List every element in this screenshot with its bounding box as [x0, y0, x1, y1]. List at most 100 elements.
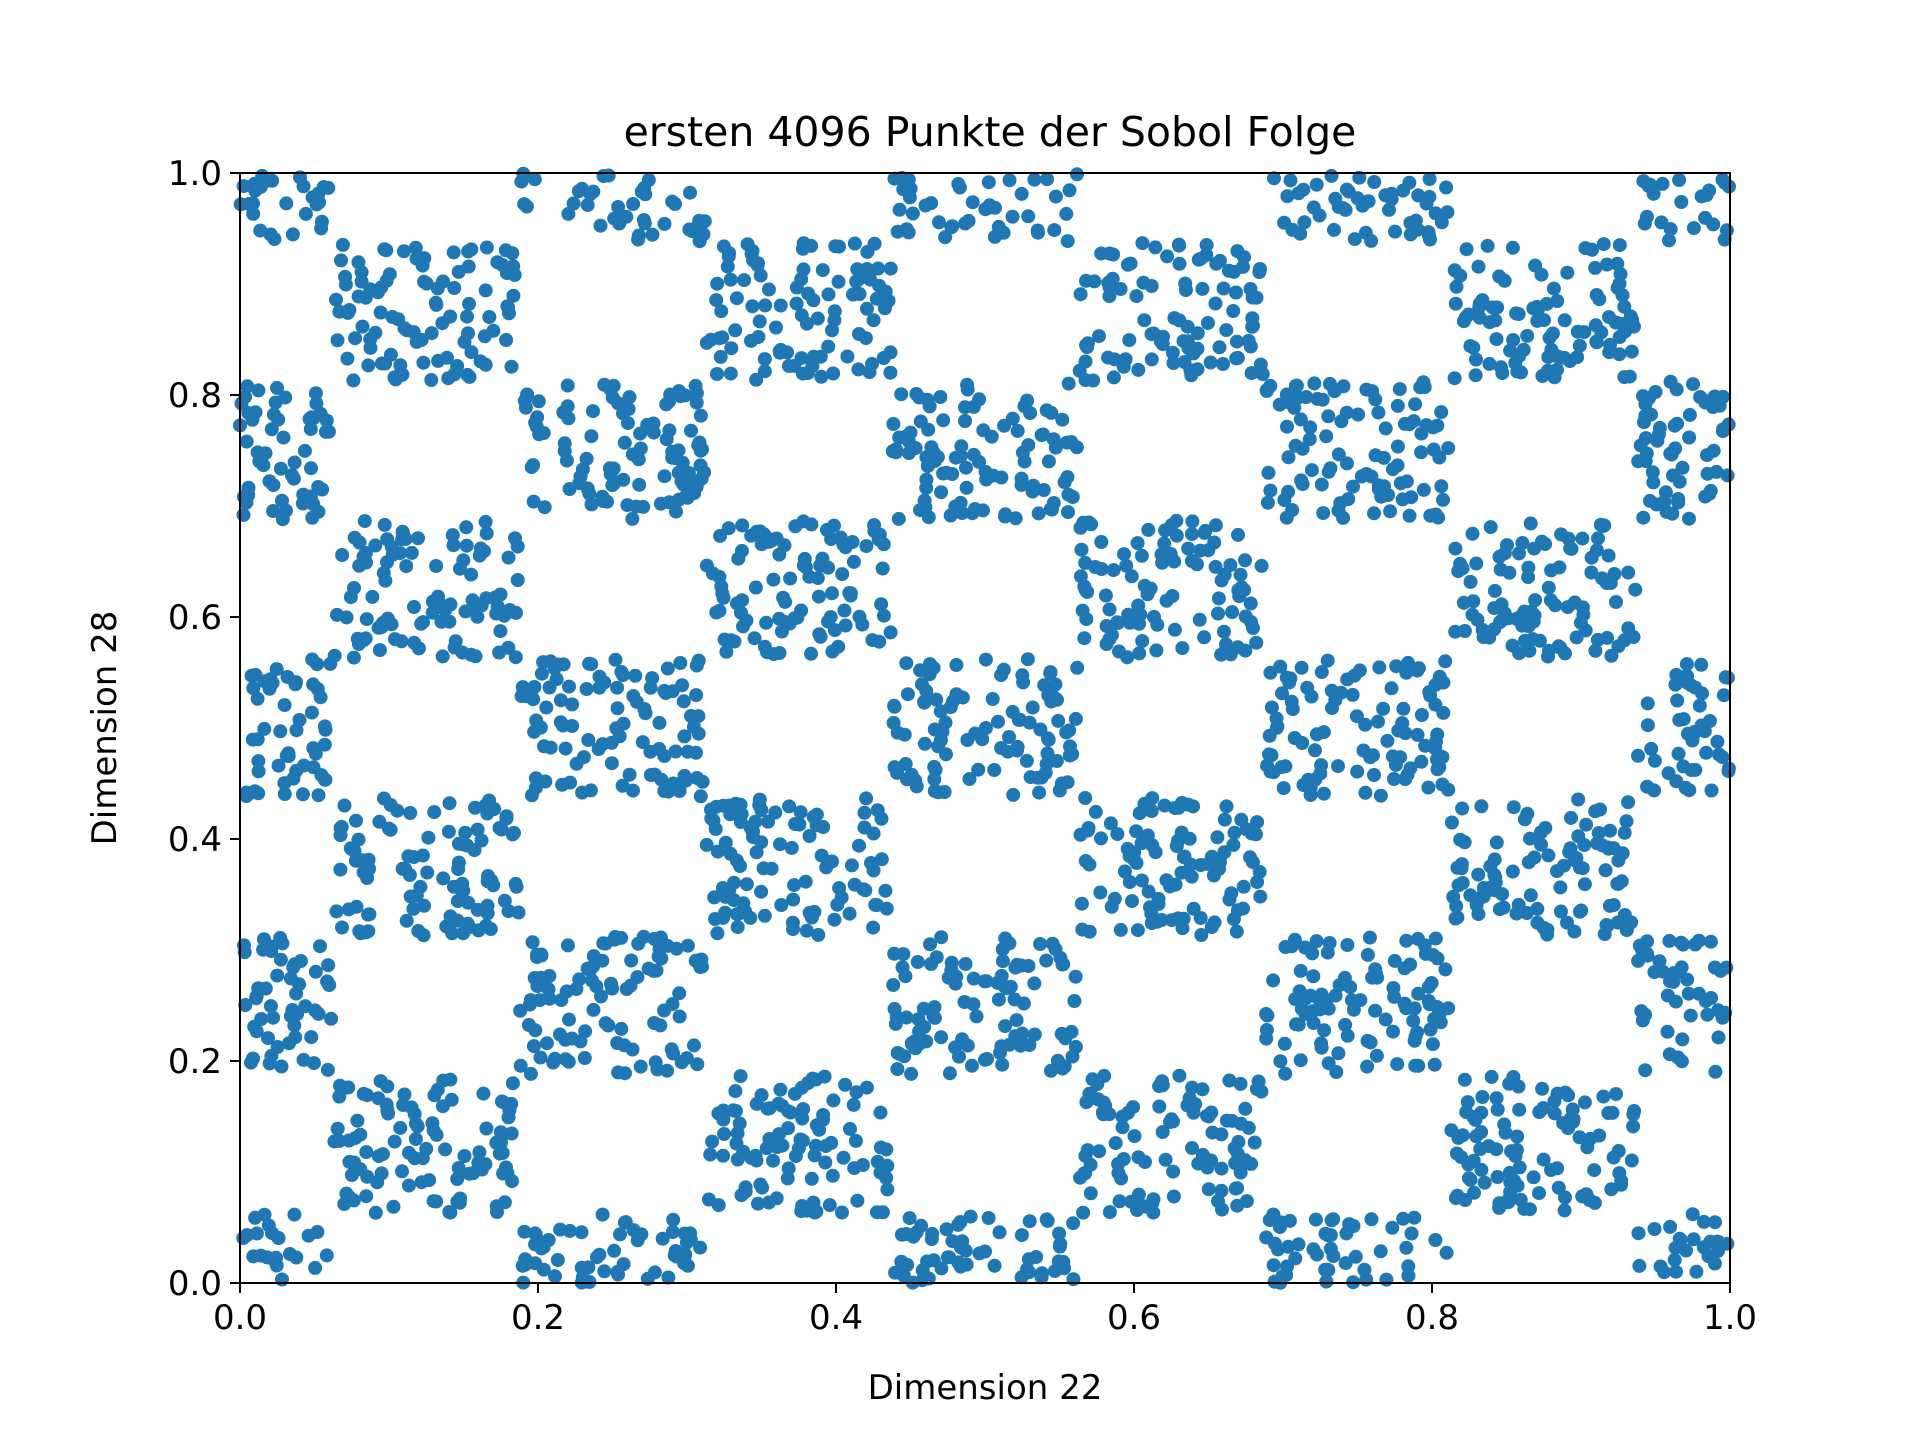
scatter-point	[1094, 562, 1109, 576]
scatter-point	[671, 492, 686, 507]
scatter-point	[338, 269, 353, 284]
scatter-point	[1302, 432, 1317, 447]
scatter-point	[262, 1056, 277, 1071]
scatter-point	[1619, 814, 1634, 829]
scatter-point	[444, 1092, 459, 1107]
scatter-point	[1490, 300, 1505, 315]
scatter-point	[1505, 240, 1520, 255]
scatter-point	[1638, 1063, 1653, 1078]
scatter-point	[1448, 541, 1463, 556]
scatter-point	[716, 1148, 731, 1163]
scatter-point	[548, 1269, 562, 1284]
scatter-point	[1214, 1161, 1229, 1176]
scatter-point	[1200, 316, 1215, 330]
scatter-point	[1148, 240, 1163, 255]
scatter-point	[287, 1207, 302, 1222]
scatter-point	[562, 1012, 576, 1027]
scatter-point	[1045, 936, 1060, 951]
scatter-point	[275, 1272, 289, 1287]
scatter-point	[471, 923, 486, 938]
scatter-point	[1157, 798, 1172, 813]
scatter-point	[447, 281, 462, 295]
scatter-point	[1403, 957, 1418, 972]
scatter-point	[1303, 420, 1318, 435]
scatter-point	[671, 443, 686, 458]
scatter-point	[304, 705, 319, 720]
scatter-point	[1510, 364, 1525, 379]
scatter-point	[1182, 831, 1197, 846]
scatter-point	[1288, 379, 1303, 393]
scatter-point	[1327, 222, 1341, 237]
scatter-point	[952, 1049, 966, 1064]
scatter-point	[386, 1199, 401, 1214]
scatter-point	[858, 331, 873, 346]
scatter-point	[904, 1066, 919, 1081]
scatter-point	[278, 390, 293, 405]
scatter-point	[1057, 1059, 1072, 1074]
scatter-point	[1238, 553, 1252, 568]
scatter-point	[665, 1225, 680, 1239]
scatter-point	[611, 1267, 626, 1282]
scatter-point	[1501, 611, 1516, 626]
scatter-point	[1185, 514, 1200, 529]
scatter-point	[455, 645, 470, 660]
scatter-point	[1711, 1235, 1726, 1250]
scatter-point	[1590, 836, 1605, 851]
scatter-point	[1617, 633, 1632, 648]
scatter-point	[1122, 849, 1137, 864]
scatter-point	[994, 668, 1009, 683]
scatter-point	[1155, 555, 1170, 570]
scatter-point	[1166, 1189, 1181, 1204]
scatter-point	[271, 758, 286, 773]
scatter-point	[883, 345, 898, 360]
scatter-point	[298, 206, 313, 221]
scatter-point	[443, 1205, 458, 1220]
y-tick-label: 0.8	[168, 376, 222, 416]
scatter-point	[924, 957, 939, 971]
scatter-point	[707, 890, 722, 905]
scatter-point	[1041, 732, 1056, 747]
scatter-point	[1287, 731, 1302, 745]
scatter-point	[333, 862, 348, 877]
x-tick-label: 0.0	[213, 1298, 267, 1338]
scatter-point	[1175, 641, 1190, 656]
scatter-point	[317, 772, 332, 787]
scatter-point	[866, 313, 881, 328]
scatter-point	[1247, 1135, 1262, 1150]
scatter-point	[1640, 718, 1655, 733]
scatter-point	[1250, 875, 1265, 889]
scatter-point	[1536, 1152, 1551, 1167]
scatter-point	[1495, 887, 1510, 902]
scatter-point	[1483, 520, 1498, 535]
scatter-point	[1585, 242, 1600, 257]
scatter-point	[607, 1243, 622, 1258]
scatter-point	[1647, 1222, 1662, 1236]
scatter-point	[553, 1027, 567, 1042]
scatter-point	[1129, 289, 1144, 304]
scatter-point	[1395, 716, 1410, 731]
scatter-point	[778, 594, 793, 609]
scatter-point	[888, 1265, 903, 1280]
scatter-point	[821, 287, 836, 302]
scatter-point	[1266, 1258, 1281, 1273]
scatter-point	[1198, 523, 1213, 538]
scatter-point	[708, 822, 723, 836]
scatter-point	[249, 1226, 264, 1241]
scatter-point	[356, 1086, 371, 1101]
scatter-point	[528, 415, 543, 430]
scatter-point	[1492, 902, 1507, 917]
scatter-point	[933, 390, 948, 404]
scatter-point	[1645, 465, 1660, 480]
scatter-point	[1306, 969, 1321, 984]
scatter-point	[566, 196, 581, 211]
scatter-point	[1236, 259, 1250, 274]
scatter-point	[582, 963, 597, 978]
scatter-point	[1510, 1129, 1525, 1144]
scatter-point	[424, 326, 439, 341]
scatter-point	[1702, 183, 1717, 198]
scatter-point	[1155, 1125, 1170, 1139]
scatter-point	[1238, 1101, 1253, 1116]
scatter-point	[387, 1134, 402, 1149]
scatter-point	[1321, 464, 1336, 479]
scatter-point	[823, 610, 838, 625]
